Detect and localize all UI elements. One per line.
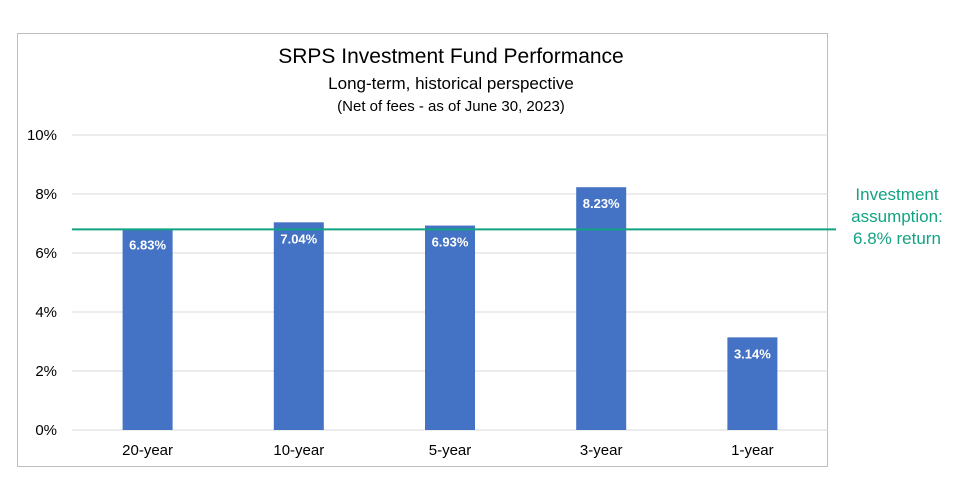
x-tick-label: 20-year (122, 442, 173, 459)
bar-10-year (273, 222, 324, 430)
y-tick-label: 8% (35, 186, 57, 203)
chart-subtitle-2: (Net of fees - as of June 30, 2023) (337, 98, 565, 115)
bar-1-year (727, 337, 778, 430)
y-tick-label: 6% (35, 245, 57, 262)
y-tick-label: 0% (35, 422, 57, 439)
chart-subtitle: Long-term, historical perspective (328, 74, 574, 93)
bar-3-year (576, 187, 627, 430)
x-tick-label: 3-year (580, 442, 623, 459)
reference-line-label: assumption: (851, 207, 943, 226)
y-tick-label: 4% (35, 304, 57, 321)
bar-5-year (425, 225, 475, 430)
chart-frame (17, 33, 828, 467)
y-tick-label: 2% (35, 363, 57, 380)
bar-20-year (122, 228, 173, 430)
x-tick-label: 10-year (273, 442, 324, 459)
data-label: 7.04% (280, 231, 317, 246)
y-tick-label: 10% (27, 127, 57, 144)
reference-line-label: 6.8% return (853, 229, 941, 248)
x-tick-label: 5-year (429, 442, 472, 459)
data-label: 6.83% (129, 238, 166, 253)
chart-title: SRPS Investment Fund Performance (278, 45, 624, 68)
data-label: 8.23% (583, 196, 620, 211)
data-label: 3.14% (734, 346, 771, 361)
reference-line-label: Investment (855, 185, 938, 204)
x-tick-label: 1-year (731, 442, 774, 459)
data-label: 6.93% (432, 235, 469, 250)
